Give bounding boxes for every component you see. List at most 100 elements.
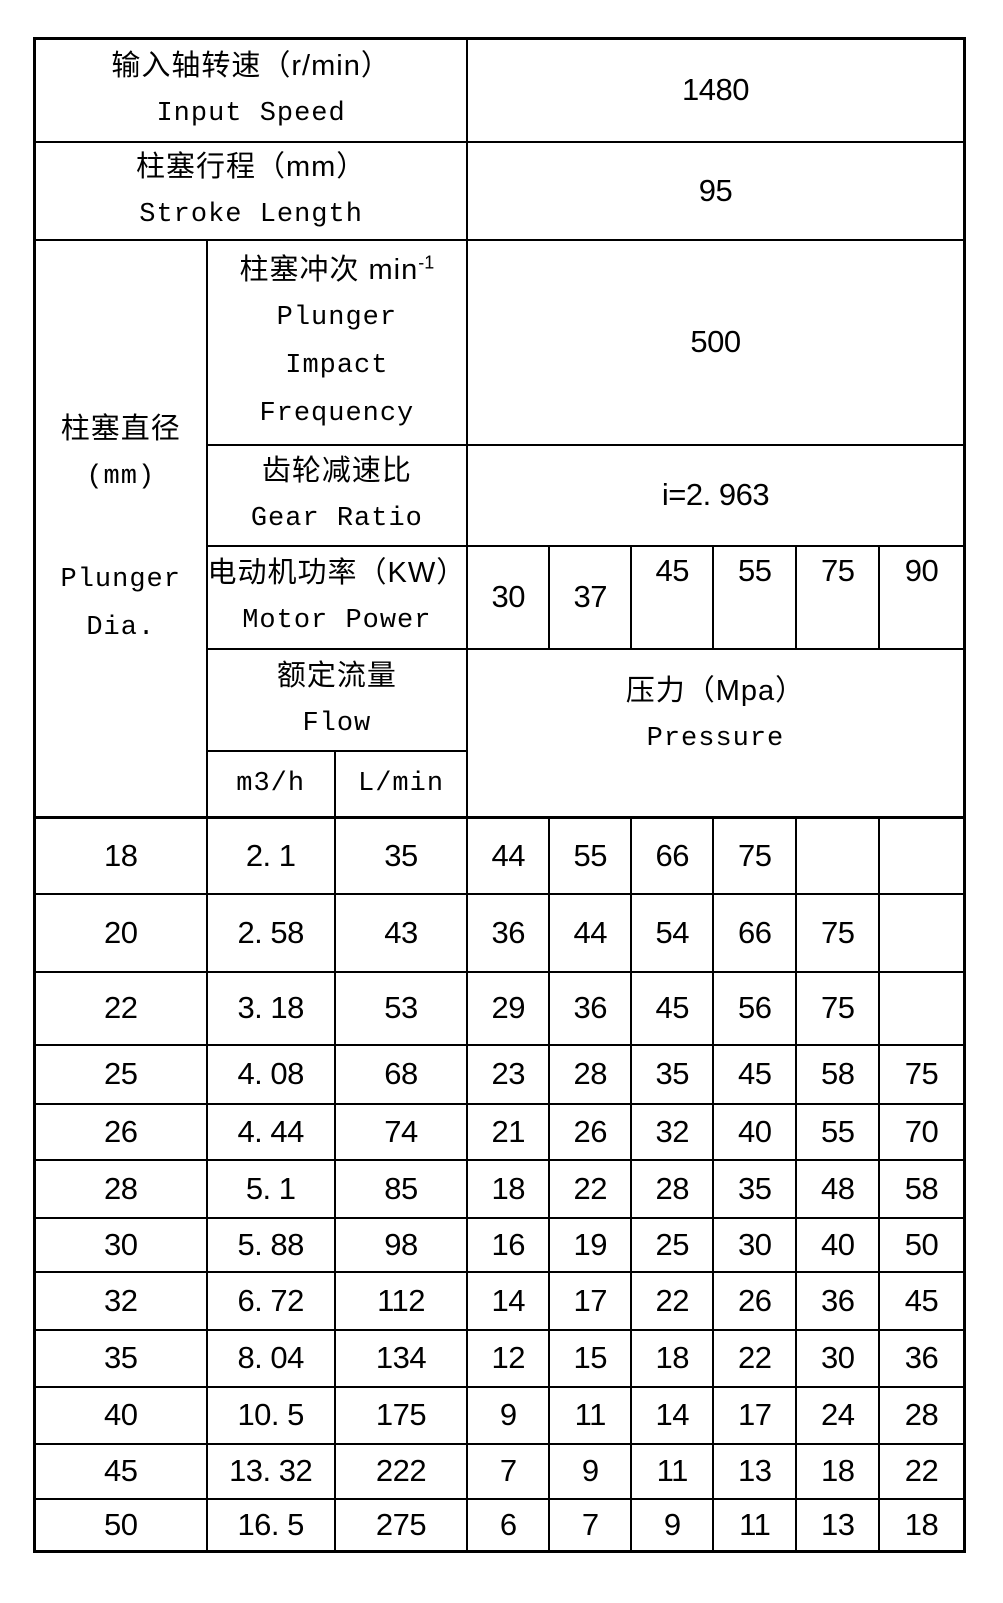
spec-table: 输入轴转速（r/min） Input Speed 1480 柱塞行程（mm） S… (33, 37, 966, 1553)
input-speed-label-zh: 输入轴转速（r/min） (111, 50, 391, 83)
lmin-cell: 112 (333, 1270, 469, 1331)
table-row: 32 6. 72 112 14 17 22 26 36 45 (33, 1270, 966, 1331)
impact-frequency-label-en1: Plunger (276, 303, 398, 333)
pressure-cell: 18 (466, 1158, 551, 1219)
pressure-cell: 66 (712, 892, 798, 973)
pressure-cell: 54 (630, 892, 715, 973)
stroke-length-value: 95 (466, 140, 966, 241)
gear-ratio-label-zh: 齿轮减速比 (261, 455, 412, 487)
dia-cell: 50 (33, 1497, 208, 1553)
lmin-cell: 53 (333, 970, 469, 1046)
pressure-cell: 9 (630, 1497, 715, 1553)
impact-frequency-label-zh: 柱塞冲次 min-1 (239, 252, 435, 286)
input-speed-value: 1480 (466, 37, 966, 143)
header-row-flow: 额定流量 Flow 压力（Mpa） Pressure (35, 647, 966, 819)
m3h-cell: 16. 5 (205, 1497, 336, 1553)
pressure-cell (795, 816, 881, 895)
pressure-cell: 30 (795, 1328, 881, 1388)
pressure-cell: 29 (466, 970, 551, 1046)
lmin-cell: 85 (333, 1158, 469, 1219)
pressure-label-zh: 压力（Mpa） (625, 674, 806, 707)
pressure-cell: 22 (712, 1328, 798, 1388)
pressure-cell: 9 (548, 1442, 633, 1500)
pressure-cell: 26 (712, 1270, 798, 1331)
m3h-cell: 3. 18 (205, 970, 336, 1046)
gear-ratio-label-cell: 齿轮减速比 Gear Ratio (205, 443, 469, 547)
flow-unit-lmin: L/min (333, 749, 469, 819)
impact-frequency-label-en2: Impact (285, 351, 389, 381)
pressure-cell: 75 (712, 816, 798, 895)
pressure-cell: 36 (878, 1328, 966, 1388)
table-row: 40 10. 5 175 9 11 14 17 24 28 (33, 1385, 966, 1445)
pressure-cell: 14 (466, 1270, 551, 1331)
header-row-input-speed: 输入轴转速（r/min） Input Speed 1480 (33, 37, 966, 143)
pressure-cell: 12 (466, 1328, 551, 1388)
motor-power-label-en: Motor Power (242, 606, 432, 636)
pressure-cell: 36 (795, 1270, 881, 1331)
pressure-cell: 35 (712, 1158, 798, 1219)
plunger-dia-label-en1: Plunger (60, 564, 181, 595)
gear-ratio-label-en: Gear Ratio (250, 504, 423, 534)
pressure-cell: 22 (630, 1270, 715, 1331)
plunger-dia-header-cell: 柱塞直径 (mm) Plunger Dia. (33, 238, 208, 819)
lmin-cell: 43 (333, 892, 469, 973)
pressure-cell: 22 (548, 1158, 633, 1219)
lmin-cell: 98 (333, 1216, 469, 1273)
pressure-cell: 58 (878, 1158, 966, 1219)
dia-cell: 32 (33, 1270, 208, 1331)
pressure-cell: 11 (548, 1385, 633, 1445)
gear-ratio-value: i=2. 963 (466, 443, 966, 547)
pressure-cell: 11 (712, 1497, 798, 1553)
m3h-cell: 5. 1 (205, 1158, 336, 1219)
pressure-cell: 45 (712, 1043, 798, 1105)
pressure-cell: 75 (795, 892, 881, 973)
pressure-cell: 11 (630, 1442, 715, 1500)
m3h-cell: 6. 72 (205, 1270, 336, 1331)
impact-frequency-sup: -1 (418, 252, 435, 273)
pressure-cell: 22 (878, 1442, 966, 1500)
pressure-cell: 75 (878, 1043, 966, 1105)
table-row: 18 2. 1 35 44 55 66 75 (33, 816, 966, 895)
table-row: 45 13. 32 222 7 9 11 13 18 22 (33, 1442, 966, 1500)
pressure-cell: 28 (630, 1158, 715, 1219)
pressure-cell: 44 (548, 892, 633, 973)
motor-power-label-zh: 电动机功率（KW） (207, 557, 467, 589)
m3h-cell: 4. 08 (205, 1043, 336, 1105)
motor-power-45: 45 (630, 544, 715, 650)
pressure-cell: 7 (548, 1497, 633, 1553)
impact-frequency-label-cell: 柱塞冲次 min-1 Plunger Impact Frequency (205, 238, 469, 446)
lmin-cell: 222 (333, 1442, 469, 1500)
header-row-stroke-length: 柱塞行程（mm） Stroke Length 95 (33, 140, 966, 241)
impact-frequency-value: 500 (466, 238, 966, 446)
header-row-gear-ratio: 齿轮减速比 Gear Ratio i=2. 963 (35, 443, 966, 547)
pressure-cell: 28 (548, 1043, 633, 1105)
table-row: 22 3. 18 53 29 36 45 56 75 (33, 970, 966, 1046)
table-row: 35 8. 04 134 12 15 18 22 30 36 (33, 1328, 966, 1388)
pressure-cell: 36 (548, 970, 633, 1046)
pressure-cell: 13 (712, 1442, 798, 1500)
m3h-cell: 2. 58 (205, 892, 336, 973)
pressure-cell: 28 (878, 1385, 966, 1445)
pressure-cell: 26 (548, 1102, 633, 1161)
pressure-cell: 45 (630, 970, 715, 1046)
lmin-cell: 175 (333, 1385, 469, 1445)
pressure-cell: 18 (795, 1442, 881, 1500)
pressure-cell: 50 (878, 1216, 966, 1273)
table-row: 50 16. 5 275 6 7 9 11 13 18 (33, 1497, 966, 1553)
pressure-cell (878, 892, 966, 973)
pressure-cell: 24 (795, 1385, 881, 1445)
dia-cell: 35 (33, 1328, 208, 1388)
pressure-cell: 30 (712, 1216, 798, 1273)
m3h-cell: 2. 1 (205, 816, 336, 895)
dia-cell: 20 (33, 892, 208, 973)
m3h-cell: 4. 44 (205, 1102, 336, 1161)
pressure-cell: 17 (548, 1270, 633, 1331)
pressure-cell: 44 (466, 816, 551, 895)
dia-cell: 40 (33, 1385, 208, 1445)
pressure-label-cell: 压力（Mpa） Pressure (466, 647, 966, 819)
motor-power-label-cell: 电动机功率（KW） Motor Power (205, 544, 469, 650)
pressure-cell: 55 (795, 1102, 881, 1161)
pressure-cell: 40 (795, 1216, 881, 1273)
lmin-cell: 68 (333, 1043, 469, 1105)
